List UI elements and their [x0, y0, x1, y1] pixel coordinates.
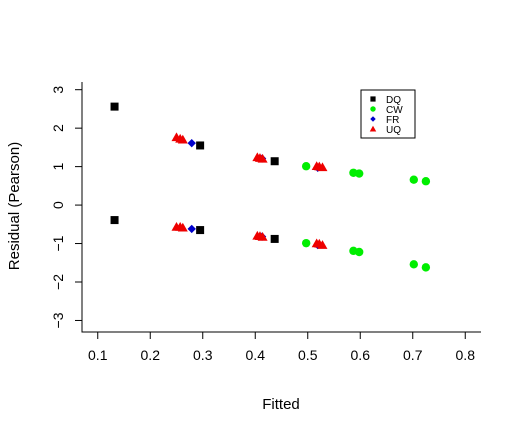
point-uq — [257, 232, 268, 241]
x-tick-label: 0.3 — [193, 347, 213, 363]
point-cw — [301, 238, 311, 248]
point-cw — [409, 260, 418, 269]
point-dq — [196, 226, 205, 235]
x-axis-label: Fitted — [262, 396, 300, 413]
legend-label-uq: UQ — [386, 125, 401, 136]
legend-box — [360, 89, 416, 139]
point-dq — [110, 216, 119, 225]
x-tick-label: 0.7 — [403, 347, 423, 363]
point-cw — [421, 263, 431, 272]
point-dq — [270, 157, 279, 166]
data-points — [110, 102, 431, 272]
legend-label-dq: DQ — [386, 95, 401, 106]
axis-frame — [81, 82, 481, 333]
y-tick-label: 1 — [50, 163, 66, 171]
point-uq — [257, 153, 268, 163]
legend-marker-dq — [370, 96, 376, 102]
point-uq — [177, 134, 188, 144]
point-cw — [301, 162, 311, 171]
legend-marker-cw — [370, 106, 376, 112]
point-cw — [421, 177, 431, 186]
point-uq — [177, 222, 188, 232]
legend-label-fr: FR — [386, 115, 399, 126]
point-uq — [317, 240, 328, 249]
y-axis-label: Residual (Pearson) — [6, 142, 23, 270]
point-uq — [317, 162, 328, 172]
point-fr — [187, 224, 196, 234]
y-tick-label: −2 — [50, 274, 66, 290]
point-cw — [355, 169, 364, 178]
x-tick-label: 0.8 — [456, 347, 476, 363]
point-dq — [270, 234, 279, 243]
axes: 0.1 0.2 0.3 0.4 0.5 0.6 0.7 0.8 −3 −2 −1 0 1 2 3 — [50, 82, 481, 363]
point-cw — [355, 247, 364, 257]
y-tick-label: 2 — [50, 124, 66, 132]
x-tick-label: 0.5 — [298, 347, 318, 363]
point-dq — [196, 141, 205, 150]
x-tick-label: 0.6 — [351, 347, 371, 363]
x-tick-label: 0.4 — [246, 347, 266, 363]
y-tick-label: −3 — [50, 312, 66, 328]
point-dq — [110, 102, 119, 111]
x-tick-label: 0.1 — [88, 347, 108, 363]
y-tick-label: −1 — [50, 235, 66, 251]
point-fr — [187, 138, 196, 148]
y-tick-label: 0 — [50, 201, 66, 209]
y-tick-label: 3 — [50, 86, 66, 94]
legend-marker-uq — [369, 125, 377, 132]
x-tick-label: 0.2 — [141, 347, 161, 363]
legend-label-cw: CW — [386, 105, 403, 116]
legend-marker-fr — [370, 116, 376, 122]
point-cw — [409, 175, 418, 184]
